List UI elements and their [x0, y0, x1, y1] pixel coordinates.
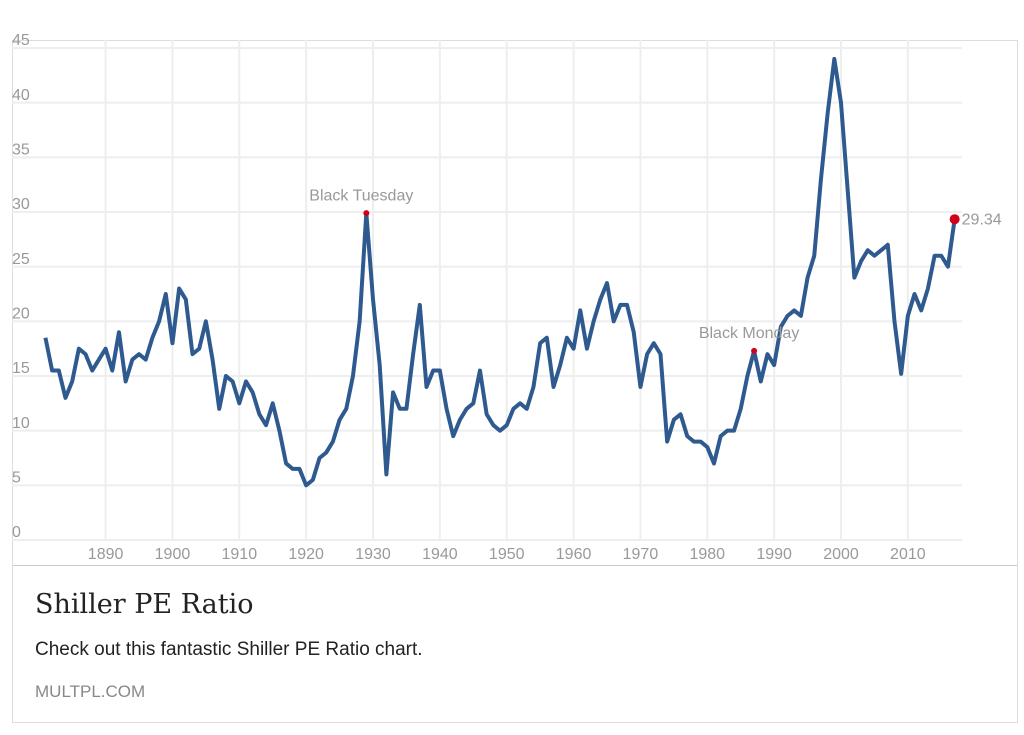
y-tick-label: 0	[12, 524, 21, 541]
x-tick-label: 1940	[422, 546, 458, 563]
card-domain: MULTPL.COM	[35, 682, 146, 701]
y-tick-label: 5	[12, 470, 21, 487]
x-tick-label: 1980	[689, 546, 725, 563]
annotation-label: Black Monday	[699, 325, 800, 342]
y-tick-label: 30	[12, 196, 30, 213]
y-tick-label: 15	[12, 360, 30, 377]
x-tick-label: 2000	[823, 546, 859, 563]
annotation-marker	[949, 214, 960, 225]
x-tick-label: 1950	[489, 546, 525, 563]
y-tick-label: 20	[12, 306, 30, 323]
x-tick-label: 1900	[155, 546, 191, 563]
annotation-label: 29.34	[962, 211, 1002, 228]
y-tick-label: 45	[12, 32, 30, 49]
x-tick-label: 1890	[88, 546, 124, 563]
y-tick-label: 25	[12, 251, 30, 268]
card-title: Shiller PE Ratio	[35, 589, 254, 620]
x-tick-label: 1930	[355, 546, 391, 563]
x-tick-label: 1990	[756, 546, 792, 563]
x-tick-label: 2010	[890, 546, 926, 563]
y-tick-label: 10	[12, 415, 30, 432]
divider	[13, 565, 1017, 566]
y-tick-label: 40	[12, 87, 30, 104]
annotation-marker	[363, 210, 370, 217]
annotation-marker	[751, 347, 758, 354]
x-tick-label: 1910	[222, 546, 258, 563]
chart: 0 5 10 15 20 25 30 35 40 45 1890 1900 1910 1920 1930 19…	[12, 32, 1002, 563]
card-description: Check out this fantastic Shiller PE Rati…	[35, 639, 423, 660]
link-card[interactable]: Shiller PE Ratio Check out this fantasti…	[12, 40, 1018, 723]
data-line	[43, 56, 957, 488]
x-tick-label: 1960	[556, 546, 592, 563]
annotation-label: Black Tuesday	[309, 187, 413, 204]
y-tick-label: 35	[12, 142, 30, 159]
x-tick-label: 1920	[288, 546, 324, 563]
x-tick-label: 1970	[623, 546, 659, 563]
